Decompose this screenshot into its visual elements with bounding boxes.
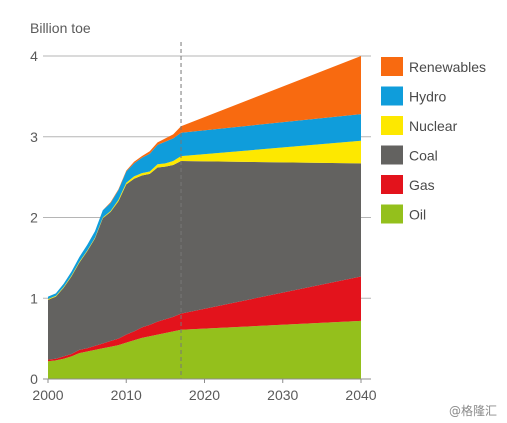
y-tick-label: 4 xyxy=(30,48,38,64)
legend-label-oil: Oil xyxy=(409,207,426,223)
legend: Renewables Hydro Nuclear Coal Gas Oil xyxy=(381,57,486,224)
legend-label-renewables: Renewables xyxy=(409,59,486,75)
legend-swatch-hydro xyxy=(381,86,403,106)
area-renewables xyxy=(48,56,361,297)
legend-label-coal: Coal xyxy=(409,148,438,164)
stacked-areas xyxy=(48,56,361,379)
x-tick-label: 2020 xyxy=(189,387,220,403)
x-tick-label: 2010 xyxy=(111,387,142,403)
x-tick-label: 2030 xyxy=(267,387,298,403)
legend-label-gas: Gas xyxy=(409,177,435,193)
x-tick-labels: 2000 2010 2020 2030 2040 xyxy=(32,379,377,403)
watermark: @格隆汇 xyxy=(449,403,497,418)
legend-swatch-oil xyxy=(381,204,403,224)
area-gas xyxy=(48,276,361,362)
legend-swatch-renewables xyxy=(381,57,403,76)
legend-swatch-coal xyxy=(381,145,403,165)
y-tick-label: 0 xyxy=(30,371,38,387)
y-axis-label: Billion toe xyxy=(30,20,91,36)
y-tick-label: 3 xyxy=(30,129,38,145)
x-tick-label: 2000 xyxy=(32,387,63,403)
x-tick-label: 2040 xyxy=(345,387,376,403)
y-tick-label: 1 xyxy=(30,290,38,306)
legend-swatch-gas xyxy=(381,175,403,194)
legend-label-hydro: Hydro xyxy=(409,89,447,105)
area-nuclear xyxy=(48,140,361,300)
y-tick-labels: 0 1 2 3 4 xyxy=(30,48,38,387)
area-oil xyxy=(48,320,361,379)
y-tick-label: 2 xyxy=(30,210,38,226)
legend-label-nuclear: Nuclear xyxy=(409,118,458,134)
legend-swatch-nuclear xyxy=(381,116,403,135)
area-coal xyxy=(48,160,361,360)
area-hydro xyxy=(48,114,361,300)
